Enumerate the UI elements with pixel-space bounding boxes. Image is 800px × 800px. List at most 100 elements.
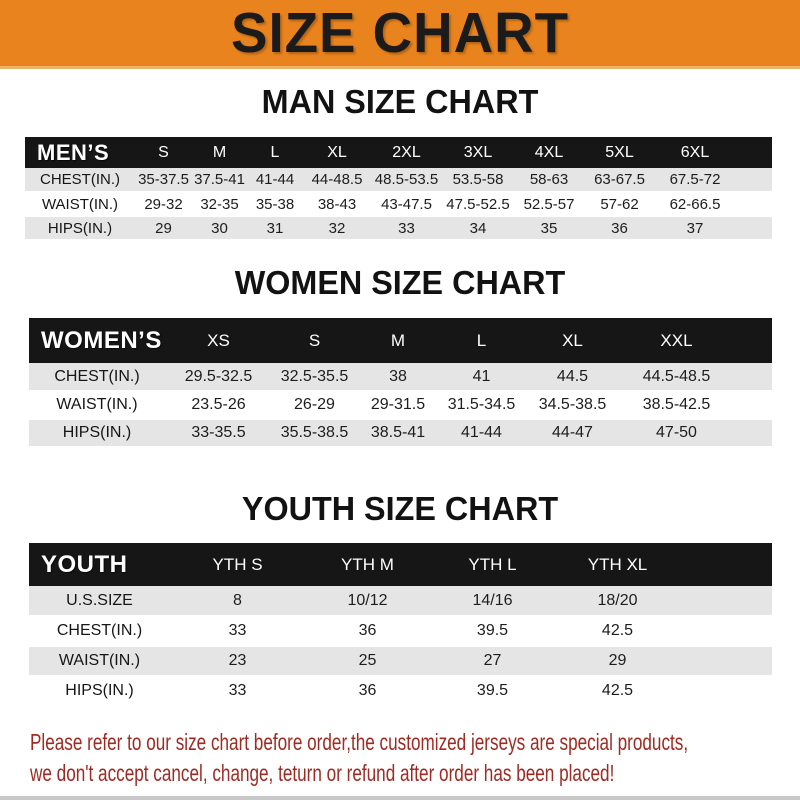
size-column-header: YTH S bbox=[170, 543, 305, 586]
youth-size-section: YOUTH SIZE CHART YOUTH YTH S YTH M YTH L YT… bbox=[0, 491, 800, 707]
size-column-header: XL bbox=[524, 318, 621, 363]
size-value-cell: 52.5-57 bbox=[514, 192, 584, 217]
row-spacer bbox=[735, 216, 772, 241]
size-value-cell: 35-38 bbox=[247, 192, 303, 217]
footer-line-1: Please refer to our size chart before or… bbox=[30, 729, 689, 755]
size-value-cell: 10/12 bbox=[305, 586, 430, 617]
size-value-cell: 29.5-32.5 bbox=[165, 363, 272, 392]
size-column-header: YTH XL bbox=[555, 543, 680, 586]
measurement-row-label: WAIST(IN.) bbox=[25, 192, 135, 217]
size-value-cell: 29-31.5 bbox=[357, 391, 439, 420]
size-value-cell: 42.5 bbox=[555, 616, 680, 647]
size-column-header: 3XL bbox=[442, 137, 514, 168]
row-spacer bbox=[732, 391, 772, 420]
size-value-cell: 29 bbox=[135, 216, 192, 241]
size-value-cell: 27 bbox=[430, 646, 555, 677]
row-spacer bbox=[680, 646, 772, 677]
size-value-cell: 18/20 bbox=[555, 586, 680, 617]
size-value-cell: 29 bbox=[555, 646, 680, 677]
size-value-cell: 44-48.5 bbox=[303, 168, 371, 193]
measurement-row: CHEST(IN.) 33 36 39.5 42.5 bbox=[29, 616, 772, 647]
measurement-row-label: HIPS(IN.) bbox=[25, 216, 135, 241]
size-value-cell: 36 bbox=[305, 616, 430, 647]
size-value-cell: 44-47 bbox=[524, 419, 621, 448]
size-value-cell: 31.5-34.5 bbox=[439, 391, 524, 420]
size-value-cell: 48.5-53.5 bbox=[371, 168, 442, 193]
measurement-row: HIPS(IN.) 33-35.5 35.5-38.5 38.5-41 41-44 44-… bbox=[29, 419, 772, 448]
size-value-cell: 34 bbox=[442, 216, 514, 241]
size-value-cell: 33-35.5 bbox=[165, 419, 272, 448]
row-spacer bbox=[732, 419, 772, 448]
size-value-cell: 38.5-41 bbox=[357, 419, 439, 448]
measurement-row-label: U.S.SIZE bbox=[29, 586, 170, 617]
women-section-title: WOMEN SIZE CHART bbox=[234, 264, 566, 301]
size-column-header: XL bbox=[303, 137, 371, 168]
size-value-cell: 32.5-35.5 bbox=[272, 363, 357, 392]
men-header-row: MEN’S S M L XL 2XL 3XL 4XL 5XL 6XL bbox=[25, 137, 772, 168]
row-spacer bbox=[735, 168, 772, 193]
size-column-header: M bbox=[357, 318, 439, 363]
measurement-row: CHEST(IN.) 35-37.5 37.5-41 41-44 44-48.5 48.5… bbox=[25, 168, 772, 193]
size-value-cell: 39.5 bbox=[430, 676, 555, 707]
size-value-cell: 36 bbox=[305, 676, 430, 707]
size-column-header: S bbox=[135, 137, 192, 168]
size-column-header: 5XL bbox=[584, 137, 655, 168]
size-value-cell: 23.5-26 bbox=[165, 391, 272, 420]
men-size-table: MEN’S S M L XL 2XL 3XL 4XL 5XL 6XL CHEST(IN.) 35-… bbox=[25, 137, 772, 241]
bottom-edge-strip bbox=[0, 796, 800, 800]
size-column-header: XXL bbox=[621, 318, 732, 363]
size-value-cell: 35.5-38.5 bbox=[272, 419, 357, 448]
size-value-cell: 32 bbox=[303, 216, 371, 241]
size-value-cell: 25 bbox=[305, 646, 430, 677]
size-value-cell: 39.5 bbox=[430, 616, 555, 647]
size-column-header: 2XL bbox=[371, 137, 442, 168]
size-value-cell: 44.5 bbox=[524, 363, 621, 392]
size-value-cell: 47.5-52.5 bbox=[442, 192, 514, 217]
header-spacer bbox=[732, 318, 772, 363]
size-column-header: XS bbox=[165, 318, 272, 363]
size-column-header: S bbox=[272, 318, 357, 363]
youth-size-table: YOUTH YTH S YTH M YTH L YTH XL U.S.SIZE 8 10/… bbox=[29, 543, 772, 707]
size-value-cell: 41-44 bbox=[247, 168, 303, 193]
row-spacer bbox=[680, 586, 772, 617]
size-value-cell: 14/16 bbox=[430, 586, 555, 617]
size-value-cell: 23 bbox=[170, 646, 305, 677]
row-spacer bbox=[732, 363, 772, 392]
size-value-cell: 63-67.5 bbox=[584, 168, 655, 193]
size-value-cell: 35-37.5 bbox=[135, 168, 192, 193]
banner-title: SIZE CHART bbox=[231, 1, 569, 65]
size-column-header: YTH L bbox=[430, 543, 555, 586]
youth-corner-label: YOUTH bbox=[29, 543, 170, 586]
women-corner-label: WOMEN’S bbox=[29, 318, 165, 363]
size-value-cell: 41-44 bbox=[439, 419, 524, 448]
women-header-row: WOMEN’S XS S M L XL XXL bbox=[29, 318, 772, 363]
header-spacer bbox=[735, 137, 772, 168]
size-value-cell: 33 bbox=[371, 216, 442, 241]
measurement-row: WAIST(IN.) 29-32 32-35 35-38 38-43 43-47.5 47.… bbox=[25, 192, 772, 217]
measurement-row-label: CHEST(IN.) bbox=[29, 616, 170, 647]
measurement-row: WAIST(IN.) 23.5-26 26-29 29-31.5 31.5-34.5 34… bbox=[29, 391, 772, 420]
size-value-cell: 62-66.5 bbox=[655, 192, 735, 217]
measurement-row-label: WAIST(IN.) bbox=[29, 391, 165, 420]
size-value-cell: 38 bbox=[357, 363, 439, 392]
size-column-header: M bbox=[192, 137, 247, 168]
measurement-row-label: CHEST(IN.) bbox=[29, 363, 165, 392]
footer-line-2: we don't accept cancel, change, teturn o… bbox=[30, 760, 615, 786]
youth-section-title: YOUTH SIZE CHART bbox=[241, 490, 559, 527]
footer-note: Please refer to our size chart before or… bbox=[30, 727, 796, 789]
size-column-header: YTH M bbox=[305, 543, 430, 586]
women-size-section: WOMEN SIZE CHART WOMEN’S XS S M L XL XXL CHES… bbox=[0, 265, 800, 448]
size-value-cell: 67.5-72 bbox=[655, 168, 735, 193]
youth-header-row: YOUTH YTH S YTH M YTH L YTH XL bbox=[29, 543, 772, 586]
size-column-header: 6XL bbox=[655, 137, 735, 168]
header-spacer bbox=[680, 543, 772, 586]
size-value-cell: 42.5 bbox=[555, 676, 680, 707]
men-section-title: MAN SIZE CHART bbox=[261, 83, 539, 120]
measurement-row: WAIST(IN.) 23 25 27 29 bbox=[29, 646, 772, 677]
size-value-cell: 29-32 bbox=[135, 192, 192, 217]
size-value-cell: 33 bbox=[170, 676, 305, 707]
size-value-cell: 43-47.5 bbox=[371, 192, 442, 217]
size-value-cell: 8 bbox=[170, 586, 305, 617]
size-value-cell: 32-35 bbox=[192, 192, 247, 217]
